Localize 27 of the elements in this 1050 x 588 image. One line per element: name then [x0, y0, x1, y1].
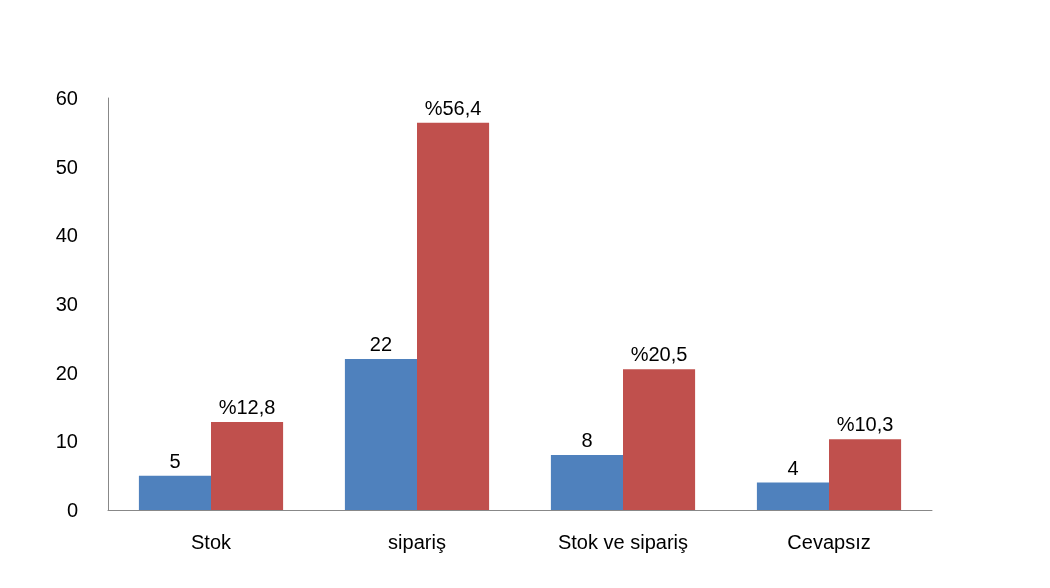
bar — [138, 475, 211, 510]
data-label: 4 — [787, 456, 799, 479]
data-label: %56,4 — [424, 96, 482, 119]
bar — [344, 358, 417, 510]
bar — [756, 482, 829, 510]
x-tick-label: Stok ve sipariş — [557, 531, 689, 553]
data-label: 8 — [581, 429, 593, 452]
bar — [211, 422, 284, 510]
data-label: %10,3 — [836, 413, 894, 436]
data-label: %12,8 — [218, 396, 276, 419]
y-tick-label: 20 — [55, 361, 78, 384]
x-tick-label: Stok — [190, 531, 232, 553]
data-label: 22 — [369, 332, 393, 355]
bar — [550, 455, 623, 510]
y-tick-label: 0 — [66, 499, 78, 521]
y-tick-label: 60 — [55, 87, 78, 109]
x-tick-label: Cevapsız — [787, 531, 871, 553]
bar — [623, 369, 696, 510]
y-tick-label: 50 — [55, 155, 78, 178]
y-tick-label: 10 — [55, 430, 78, 453]
data-label: %20,5 — [630, 343, 688, 366]
bar — [829, 439, 902, 510]
y-tick-label: 30 — [55, 293, 78, 315]
x-tick-label: sipariş — [388, 531, 446, 553]
y-tick-label: 40 — [55, 224, 78, 247]
data-label: 5 — [169, 449, 181, 472]
bar — [417, 122, 490, 510]
